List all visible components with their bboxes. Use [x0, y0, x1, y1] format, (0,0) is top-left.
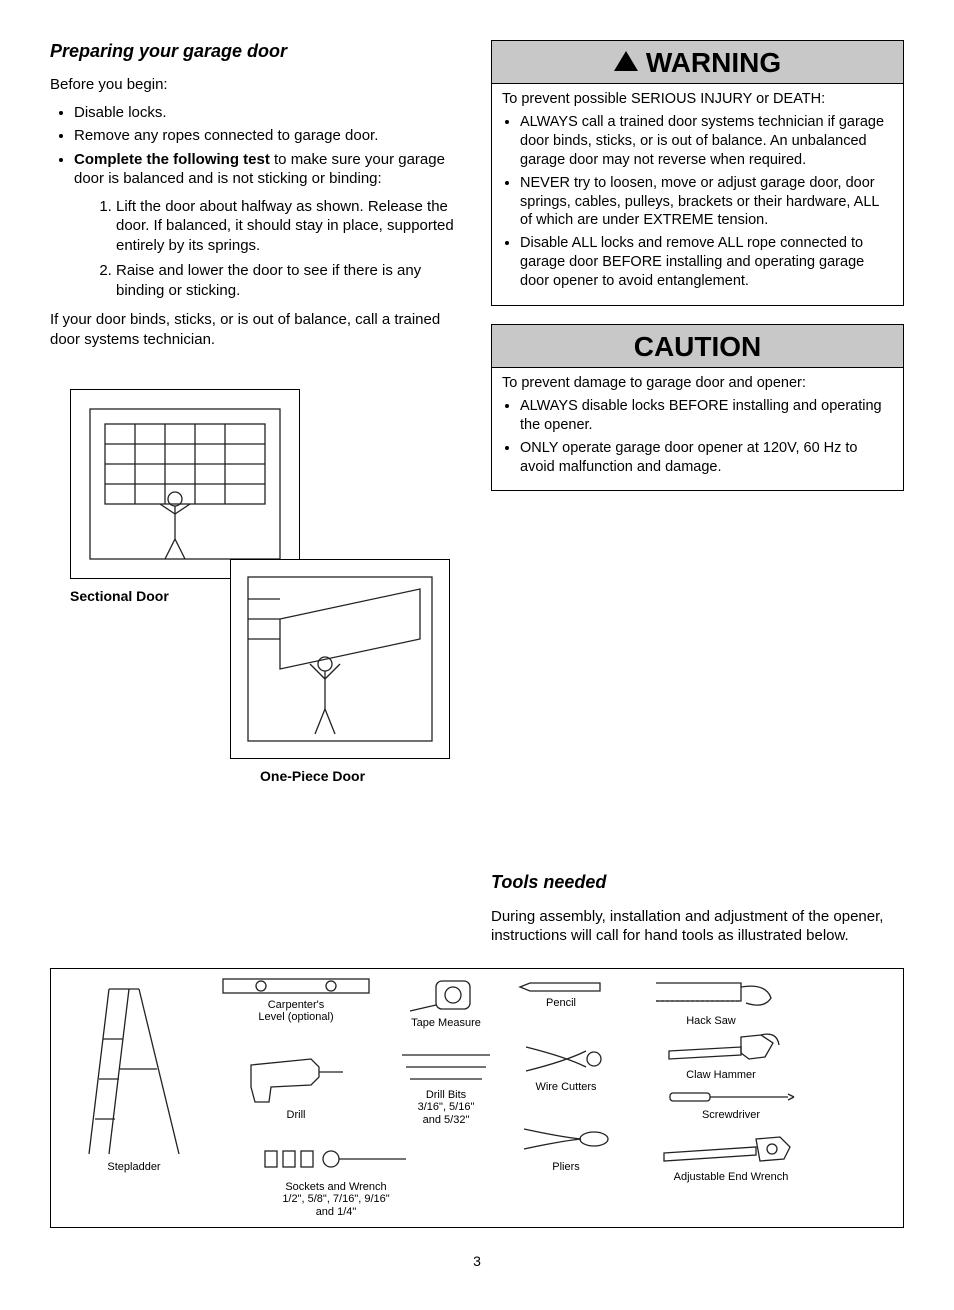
tool-label: Pliers [552, 1161, 580, 1173]
hammer-icon [661, 1027, 781, 1067]
figure-caption-onepiece: One-Piece Door [260, 767, 365, 785]
tool-label: Carpenter's Level (optional) [258, 999, 333, 1024]
tool-adjustable-wrench: Adjustable End Wrench [651, 1129, 811, 1184]
caution-lead: To prevent damage to garage door and ope… [502, 374, 893, 393]
test-intro-bold: Complete the following test [74, 151, 270, 168]
screwdriver-icon [666, 1087, 796, 1107]
warning-list: ALWAYS call a trained door systems techn… [502, 113, 893, 291]
warning-lead: To prevent possible SERIOUS INJURY or DE… [502, 90, 893, 109]
bullet-item: Remove any ropes connected to garage doo… [74, 126, 463, 146]
tape-measure-icon [406, 973, 486, 1015]
wrench-icon [656, 1129, 806, 1169]
tool-sockets: Sockets and Wrench 1/2", 5/8", 7/16", 9/… [251, 1139, 421, 1219]
hacksaw-icon [646, 973, 776, 1013]
bullet-item: Disable locks. [74, 103, 463, 123]
drill-icon [241, 1047, 351, 1107]
tool-drill-bits: Drill Bits 3/16", 5/16" and 5/32" [391, 1047, 501, 1127]
intro-text: Before you begin: [50, 75, 463, 95]
warning-label: WARNING [646, 45, 781, 81]
tool-label: Adjustable End Wrench [674, 1171, 789, 1183]
tool-label: Tape Measure [411, 1017, 481, 1029]
tool-hammer: Claw Hammer [651, 1027, 791, 1082]
page-number: 3 [50, 1252, 904, 1270]
tool-drill: Drill [231, 1047, 361, 1122]
bullet-item: Complete the following test to make sure… [74, 150, 463, 301]
tool-wire-cutters: Wire Cutters [511, 1039, 621, 1094]
one-piece-door-illustration [240, 569, 440, 749]
caution-item: ONLY operate garage door opener at 120V,… [520, 439, 893, 477]
tool-hacksaw: Hack Saw [641, 973, 781, 1028]
stepladder-icon [79, 979, 189, 1159]
tools-frame: Stepladder Carpenter's Level (optional) … [50, 968, 904, 1228]
wire-cutters-icon [516, 1039, 616, 1079]
step-item: Raise and lower the door to see if there… [116, 261, 463, 300]
tool-screwdriver: Screwdriver [661, 1087, 801, 1122]
caution-box: CAUTION To prevent damage to garage door… [491, 324, 904, 492]
tool-tape-measure: Tape Measure [391, 973, 501, 1030]
tool-stepladder: Stepladder [69, 979, 199, 1174]
test-steps: Lift the door about halfway as shown. Re… [74, 197, 463, 301]
level-icon [221, 975, 371, 997]
figure-area: Sectional Door [50, 389, 463, 809]
figure-one-piece-door [230, 559, 450, 759]
warning-item: NEVER try to loosen, move or adjust gara… [520, 174, 893, 231]
tool-label: Stepladder [107, 1161, 160, 1173]
closing-text: If your door binds, sticks, or is out of… [50, 310, 463, 349]
tool-label: Pencil [546, 997, 576, 1009]
caution-header: CAUTION [492, 325, 903, 368]
tool-label: Hack Saw [686, 1015, 736, 1027]
section-title-preparing: Preparing your garage door [50, 40, 463, 63]
warning-item: Disable ALL locks and remove ALL rope co… [520, 234, 893, 291]
tool-label: Claw Hammer [686, 1069, 756, 1081]
tool-label: Drill Bits 3/16", 5/16" and 5/32" [418, 1089, 475, 1126]
prep-bullets: Disable locks. Remove any ropes connecte… [50, 103, 463, 301]
sectional-door-illustration [80, 399, 290, 569]
drill-bits-icon [396, 1047, 496, 1087]
tool-label: Screwdriver [702, 1109, 760, 1121]
pencil-icon [516, 979, 606, 995]
tool-pencil: Pencil [511, 979, 611, 1010]
figure-sectional-door [70, 389, 300, 579]
warning-box: WARNING To prevent possible SERIOUS INJU… [491, 40, 904, 306]
tool-label: Sockets and Wrench 1/2", 5/8", 7/16", 9/… [282, 1181, 389, 1218]
tools-intro: During assembly, installation and adjust… [491, 907, 904, 946]
caution-label: CAUTION [634, 329, 762, 365]
pliers-icon [516, 1119, 616, 1159]
section-title-tools: Tools needed [491, 871, 904, 894]
tool-label: Drill [287, 1109, 306, 1121]
tool-pliers: Pliers [511, 1119, 621, 1174]
figure-caption-sectional: Sectional Door [70, 587, 169, 605]
tool-label: Wire Cutters [535, 1081, 596, 1093]
caution-item: ALWAYS disable locks BEFORE installing a… [520, 397, 893, 435]
warning-triangle-icon [614, 51, 638, 71]
warning-header: WARNING [492, 41, 903, 84]
step-item: Lift the door about halfway as shown. Re… [116, 197, 463, 256]
sockets-icon [261, 1139, 411, 1179]
caution-list: ALWAYS disable locks BEFORE installing a… [502, 397, 893, 476]
tool-level: Carpenter's Level (optional) [221, 975, 371, 1024]
warning-item: ALWAYS call a trained door systems techn… [520, 113, 893, 170]
